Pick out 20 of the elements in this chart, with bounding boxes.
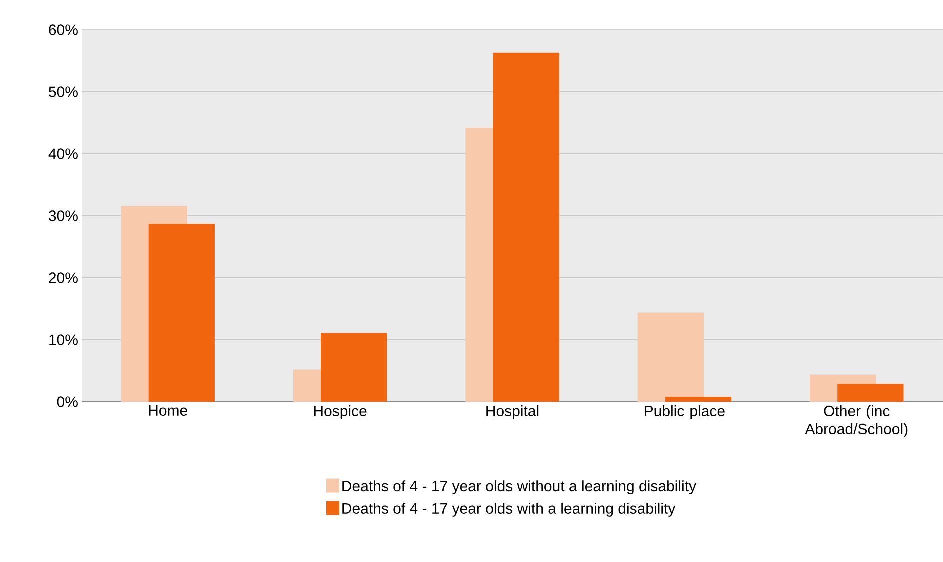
bar <box>148 224 215 402</box>
x-tick-label: Public place <box>645 406 725 420</box>
legend-label: Deaths of 4 - 17 year olds with a learning disability <box>342 502 676 517</box>
y-tick-label: 30% <box>49 210 78 222</box>
x-tick-label: Home <box>149 406 188 416</box>
y-tick-label: 10% <box>50 334 78 346</box>
x-tick-label: Other (inc Abroad/School) <box>805 406 908 438</box>
y-tick-label: 0% <box>57 396 78 408</box>
bar <box>838 384 904 402</box>
x-tick-label: Hospital <box>486 406 539 420</box>
bar <box>321 333 388 402</box>
y-tick-label: 20% <box>49 272 78 284</box>
y-tick-label: 60% <box>49 24 78 36</box>
y-tick-label: 40% <box>48 148 78 160</box>
bar <box>665 397 732 402</box>
y-tick-label: 50% <box>49 86 78 98</box>
bar <box>638 312 704 402</box>
bar <box>493 52 560 402</box>
legend-label: Deaths of 4 - 17 year olds without a learning disability <box>342 480 696 495</box>
x-tick-label: Hospice <box>314 406 367 420</box>
